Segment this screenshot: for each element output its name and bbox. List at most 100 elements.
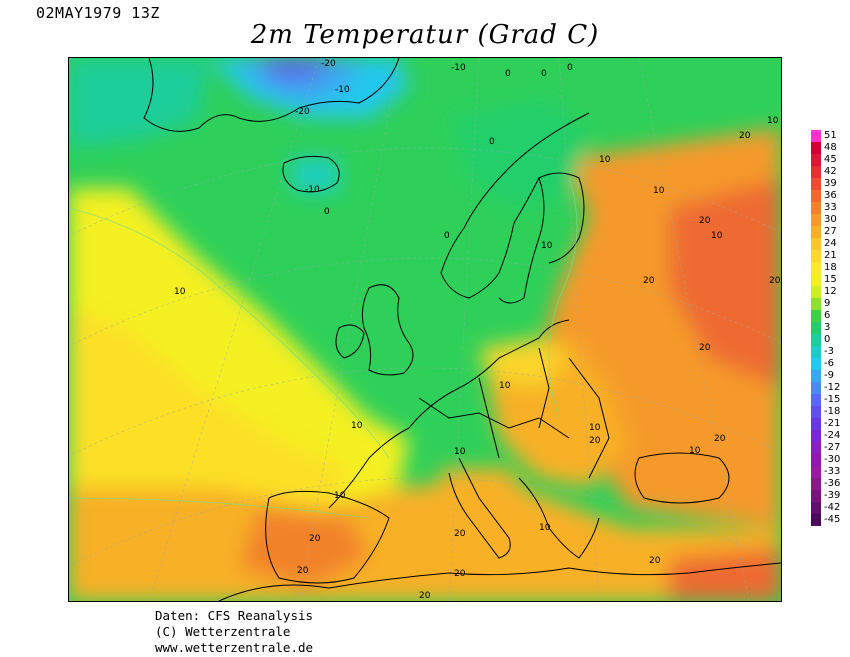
isotherm-label: 10 [541,241,553,251]
colorbar-swatch [811,394,821,407]
colorbar-tick-label: -21 [824,418,841,429]
isotherm-label: 0 [444,231,450,241]
colorbar-tick-label: -15 [824,394,841,405]
isotherm-label: 10 [351,421,363,431]
field-italy [439,468,539,528]
colorbar-swatch [811,130,821,143]
isotherm-label: 20 [643,276,655,286]
colorbar-tick-label: -9 [824,370,834,381]
colorbar-tick-label: 45 [824,154,837,165]
credit-copyright: (C) Wetterzentrale [155,624,291,639]
colorbar-tick-label: 18 [824,262,837,273]
isotherm-label: -10 [335,85,350,95]
isotherm-label: -20 [295,107,310,117]
colorbar-swatch [811,226,821,239]
colorbar-swatch [811,178,821,191]
map-graticule [69,58,781,601]
datetime-label: 02MAY1979 13Z [36,4,160,22]
isotherm-label: 10 [589,423,601,433]
temperature-map: -10 -20 -20 -10 -10 0 0 0 0 0 0 10 10 10… [68,57,782,602]
colorbar-tick-label: -18 [824,406,841,417]
isotherm-label: -10 [305,185,320,195]
field-east-hot [669,178,781,388]
colorbar-swatch [811,346,821,359]
colorbar-tick-label: -33 [824,466,841,477]
field-greenland-coldest [259,58,329,83]
colorbar-swatch [811,478,821,491]
data-credits: Daten: CFS Reanalysis (C) Wetterzentrale… [155,608,313,656]
colorbar-tick-label: -24 [824,430,841,441]
colorbar-tick-label: 42 [824,166,837,177]
colorbar-tick-label: 15 [824,274,837,285]
colorbar-tick-label: 21 [824,250,837,261]
colorbar-swatch [811,430,821,443]
colorbar-tick-label: -45 [824,514,841,525]
colorbar-tick-label: 33 [824,202,837,213]
colorbar-swatch [811,142,821,155]
colorbar-tick-label: 27 [824,226,837,237]
isotherm-label: 10 [767,116,779,126]
colorbar-tick-label: 6 [824,310,831,321]
field-arctic-west [69,58,209,148]
colorbar-swatch [811,190,821,203]
colorbar-swatch [811,514,821,526]
colorbar-tick-label: 36 [824,190,837,201]
isotherm-label: -20 [321,59,336,69]
credit-url: www.wetterzentrale.de [155,640,314,655]
isotherm-label: 0 [567,63,573,73]
colorbar-tick-label: 51 [824,130,837,141]
isotherm-label: 20 [714,434,726,444]
isotherm-label: 20 [297,566,309,576]
colorbar-swatch [811,370,821,383]
isotherm-label: 20 [699,216,711,226]
field-iceland [289,158,339,193]
isotherm-label: 10 [454,447,466,457]
isotherm-label: 0 [489,137,495,147]
colorbar-labels: 51 48 45 42 39 36 33 30 27 24 21 18 15 12 9 6 3 0 -3 -6 -9 -1… [824,0,850,657]
map-title: 2m Temperatur (Grad C) [250,20,600,50]
field-iberia-hot [239,508,369,588]
colorbar-swatch [811,334,821,347]
isotherm-label: 20 [309,534,321,544]
field-levant-hot [669,548,781,601]
colorbar-tick-label: 12 [824,286,837,297]
isotherm-label: 20 [454,529,466,539]
colorbar-tick-label: 48 [824,142,837,153]
colorbar-tick-label: 24 [824,238,837,249]
colorbar-tick-label: -3 [824,346,834,357]
colorbar-tick-label: 30 [824,214,837,225]
isotherm-label: 0 [324,207,330,217]
colorbar-swatch [811,406,821,419]
colorbar-swatch [811,442,821,455]
isotherm-label: 10 [599,155,611,165]
isotherms [69,177,578,519]
temperature-colorbar [811,130,821,526]
field-scandinavia [449,98,589,208]
colorbar-tick-label: -39 [824,490,841,501]
field-poland [479,338,569,388]
colorbar-tick-label: -27 [824,442,841,453]
isotherm-label: 10 [499,381,511,391]
colorbar-swatch [811,202,821,215]
colorbar-swatch [811,274,821,287]
colorbar-tick-label: 3 [824,322,831,333]
isotherm-label: 10 [689,446,701,456]
isotherm-label: 0 [541,69,547,79]
colorbar-swatch [811,262,821,275]
isotherm-label: 20 [739,131,751,141]
colorbar-swatch [811,358,821,371]
colorbar-tick-label: -12 [824,382,841,393]
colorbar-swatch [811,418,821,431]
colorbar-swatch [811,166,821,179]
colorbar-swatch [811,286,821,299]
colorbar-swatch [811,238,821,251]
colorbar-swatch [811,466,821,479]
colorbar-tick-label: -42 [824,502,841,513]
isotherm-label: 10 [539,523,551,533]
colorbar-swatch [811,490,821,503]
isotherm-label: 20 [589,436,601,446]
colorbar-tick-label: 0 [824,334,831,345]
colorbar-swatch [811,298,821,311]
isotherm-label: 20 [699,343,711,353]
colorbar-swatch [811,250,821,263]
